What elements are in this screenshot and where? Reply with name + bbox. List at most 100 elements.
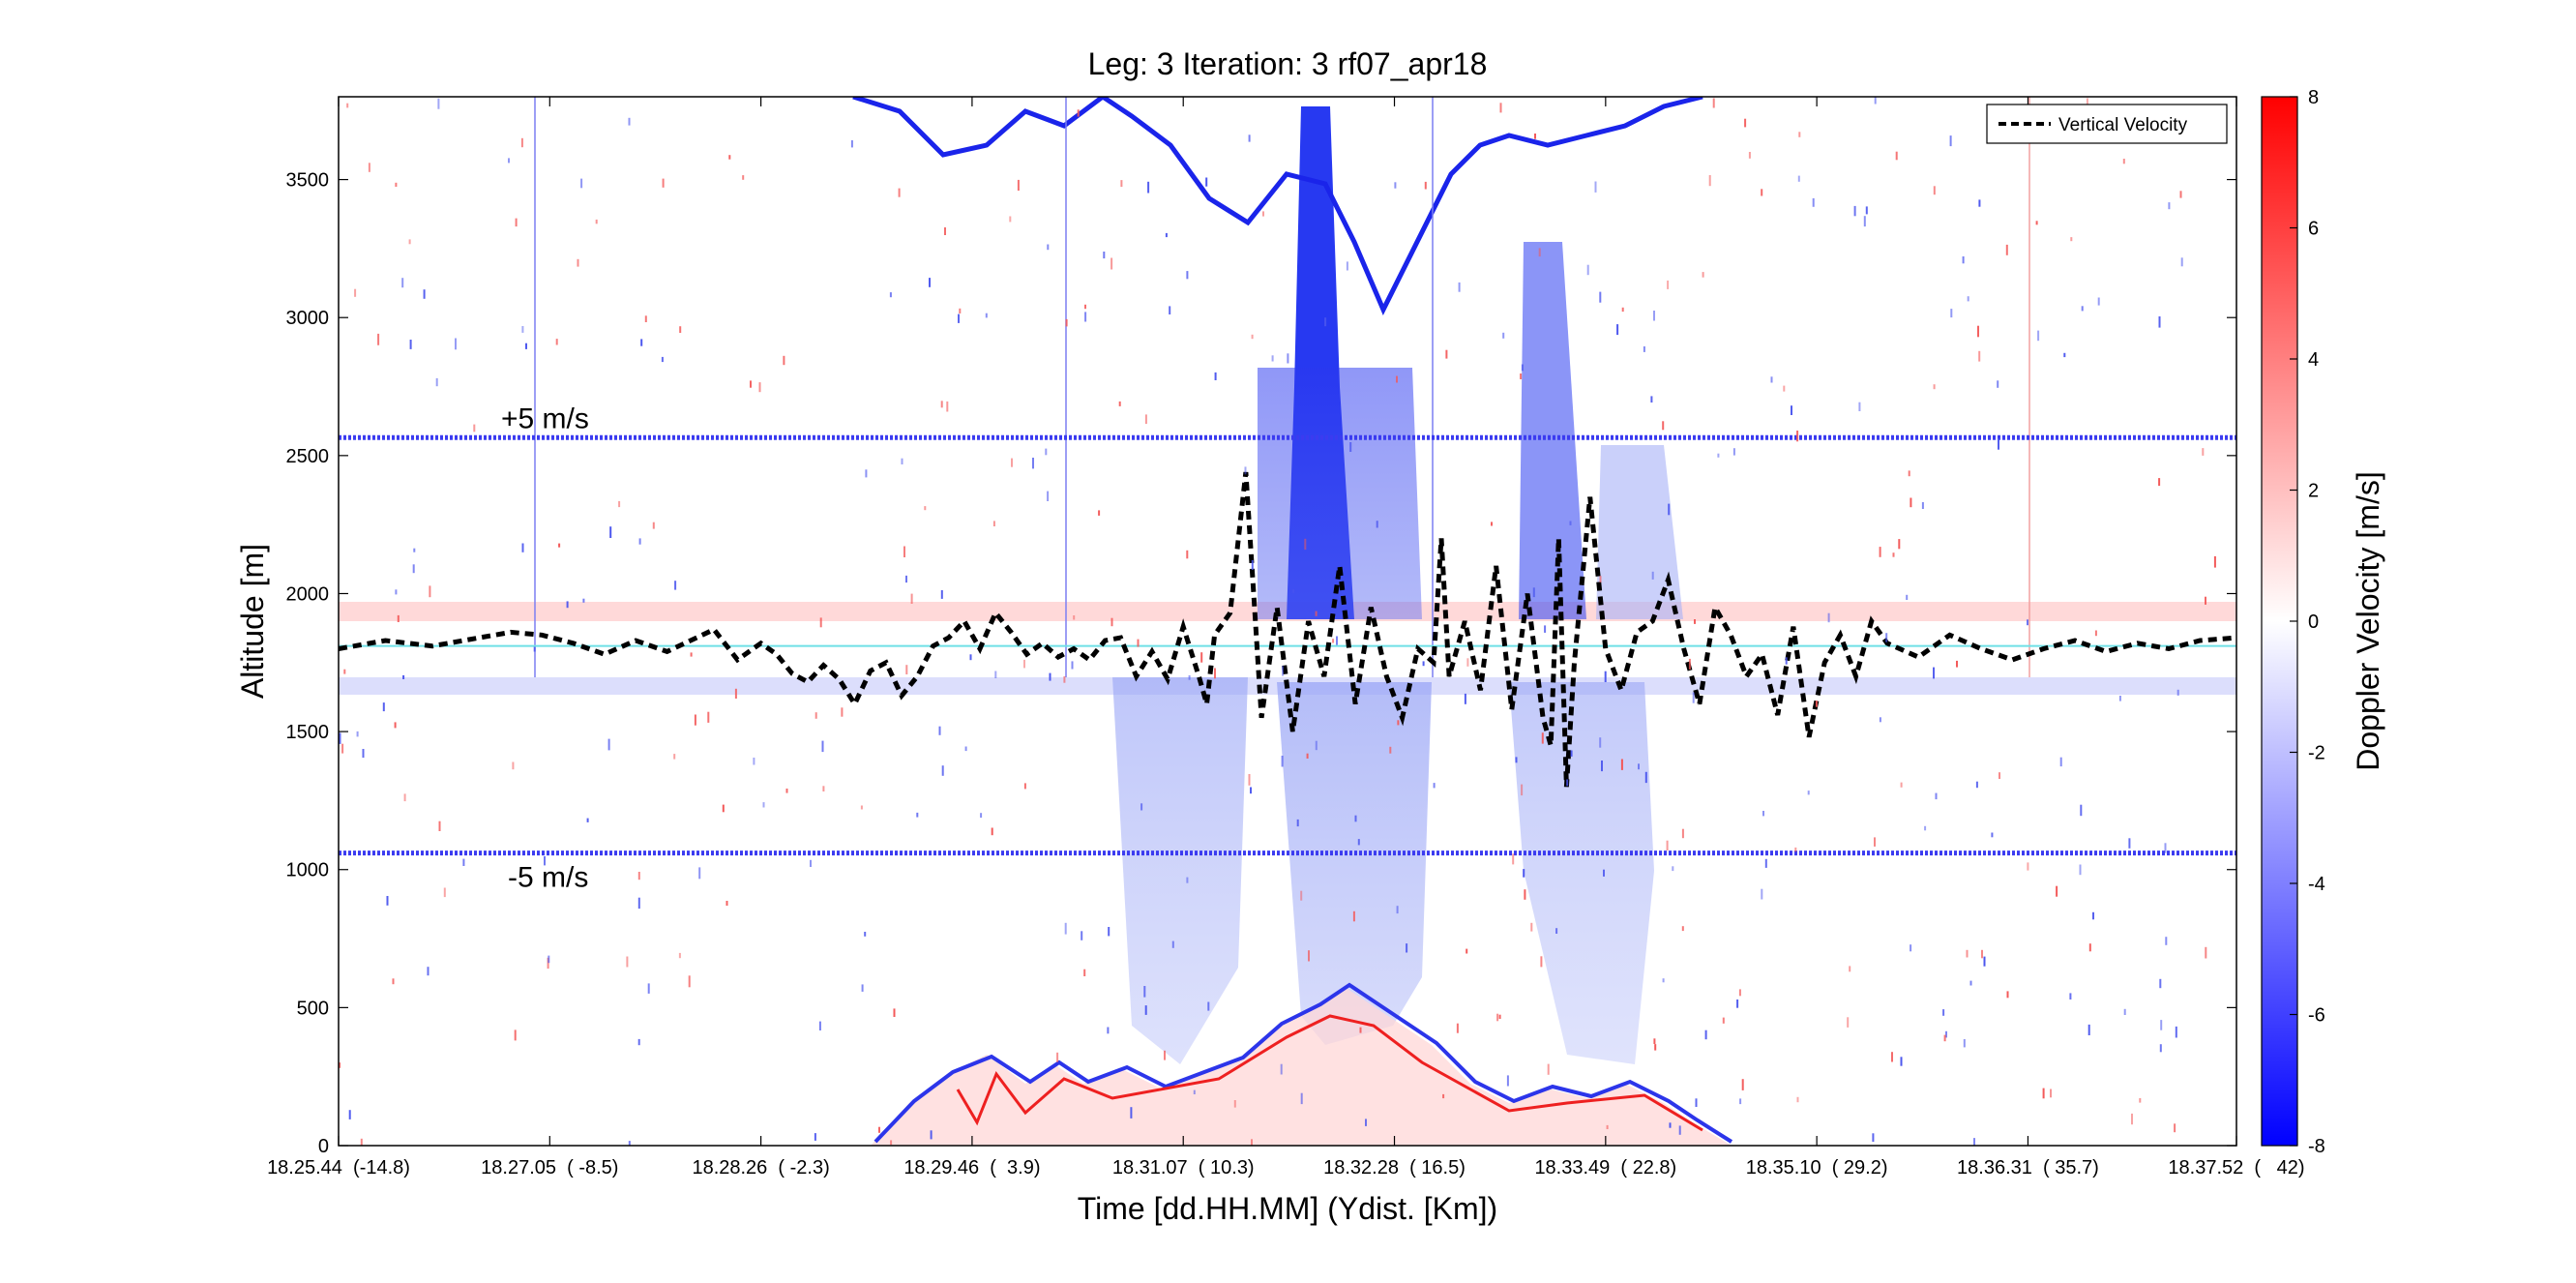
noise-speckle (1248, 134, 1251, 142)
noise-speckle (1315, 740, 1318, 751)
noise-speckle (1186, 271, 1189, 280)
noise-speckle (1967, 296, 1969, 302)
noise-speckle (647, 983, 650, 994)
noise-speckle (1933, 186, 1936, 195)
noise-speckle (930, 1130, 933, 1140)
noise-speckle (1011, 458, 1013, 467)
y-axis-title: Altitude [m] (235, 544, 270, 699)
noise-speckle (1865, 206, 1868, 215)
noise-speckle (427, 967, 429, 976)
noise-speckle (1207, 1001, 1210, 1011)
x-tick-label: 18.37.52 ( 42) (2168, 1157, 2304, 1179)
central-lower-plume (1277, 682, 1432, 1045)
noise-speckle (1603, 869, 1605, 877)
noise-speckle (958, 313, 960, 323)
noise-speckle (2131, 1113, 2133, 1125)
noise-speckle (618, 500, 621, 508)
noise-speckle (1594, 181, 1597, 193)
noise-speckle (1933, 384, 1936, 390)
noise-speckle (362, 749, 365, 759)
noise-speckle (1354, 815, 1357, 822)
right-lower-plume (1509, 682, 1654, 1064)
noise-speckle (1056, 1052, 1059, 1062)
noise-speckle (1764, 858, 1767, 868)
noise-speckle (1616, 324, 1619, 336)
noise-speckle (1761, 888, 1763, 900)
noise-speckle (901, 458, 903, 464)
noise-speckle (1250, 787, 1252, 794)
noise-speckle (2097, 297, 2100, 306)
noise-speckle (2094, 630, 2097, 637)
y-tick-label: 500 (297, 998, 329, 1019)
noise-speckle (2158, 478, 2161, 487)
noise-speckle (1120, 180, 1123, 188)
noise-speckle (626, 956, 629, 968)
noise-speckle (1110, 617, 1113, 627)
noise-speckle (1017, 179, 1020, 191)
noise-speckle (940, 590, 943, 599)
noise-speckle (1376, 521, 1378, 528)
noise-speckle (1933, 667, 1935, 679)
noise-speckle (1653, 1038, 1656, 1044)
noise-speckle (2050, 1089, 2052, 1098)
noise-speckle (1084, 312, 1087, 322)
noise-speckle (690, 652, 693, 657)
noise-speckle (1205, 177, 1208, 187)
noise-speckle (1442, 1093, 1445, 1099)
noise-speckle (1251, 559, 1254, 570)
noise-speckle (558, 543, 561, 548)
noise-speckle (1521, 784, 1524, 796)
noise-speckle (640, 339, 643, 346)
noise-speckle (905, 665, 908, 674)
noise-speckle (1547, 1063, 1550, 1075)
noise-speckle (2202, 448, 2205, 456)
noise-speckle (637, 1038, 640, 1046)
noise-speckle (356, 731, 359, 737)
noise-speckle (1073, 615, 1076, 620)
noise-speckle (2087, 1024, 2090, 1035)
noise-speckle (822, 786, 825, 791)
noise-speckle (1349, 442, 1352, 452)
noise-speckle (637, 872, 640, 880)
noise-speckle (814, 712, 817, 719)
noise-speckle (1688, 658, 1691, 670)
noise-speckle (1879, 547, 1881, 557)
noise-speckle (1308, 950, 1310, 962)
x-tick-label: 18.32.28 ( 16.5) (1323, 1157, 1466, 1179)
noise-speckle (2158, 316, 2161, 328)
noise-speckle (2070, 237, 2073, 242)
noise-speckle (548, 955, 550, 964)
noise-speckle (1084, 304, 1086, 310)
noise-speckle (758, 382, 761, 393)
surface-echo-left (871, 987, 1732, 1146)
noise-speckle (1900, 1057, 1903, 1066)
lower-scale-label: -5 m/s (508, 862, 588, 894)
noise-speckle (1332, 639, 1335, 643)
noise-speckle (1785, 657, 1788, 665)
noise-speckle (533, 646, 536, 652)
noise-speckle (1643, 346, 1645, 352)
noise-speckle (346, 103, 349, 108)
noise-speckle (512, 761, 515, 770)
x-tick-label: 18.25.44 (-14.8) (267, 1157, 410, 1179)
surface-echo-edge-blue (873, 982, 1733, 1144)
noise-speckle (2080, 804, 2083, 817)
surface-echo-edge-red (956, 1014, 1703, 1132)
noise-speckle (1389, 746, 1392, 754)
noise-speckle (1879, 717, 1881, 723)
noise-speckle (1667, 280, 1670, 289)
noise-speckle (555, 339, 558, 345)
noise-speckle (992, 521, 995, 526)
noise-speckle (1300, 1092, 1303, 1105)
noise-speckle (521, 326, 524, 333)
noise-speckle (910, 593, 913, 604)
noise-speckle (893, 1008, 896, 1017)
noise-speckle (1147, 181, 1150, 194)
noise-speckle (408, 239, 411, 245)
noise-speckle (1110, 257, 1113, 270)
noise-speckle (2128, 838, 2131, 849)
noise-speckle (1924, 825, 1927, 831)
noise-speckle (1515, 757, 1518, 763)
noise-speckle (1654, 1044, 1657, 1051)
